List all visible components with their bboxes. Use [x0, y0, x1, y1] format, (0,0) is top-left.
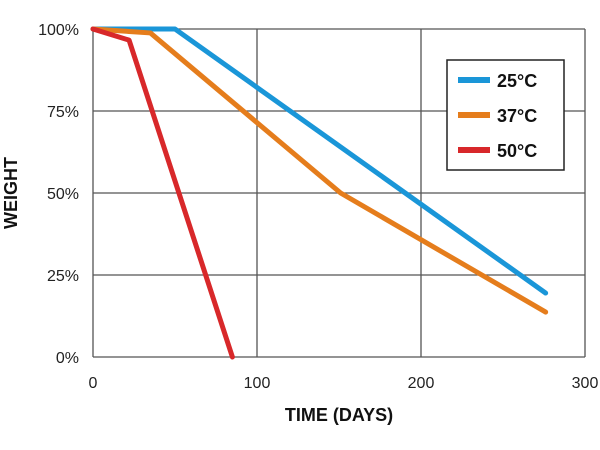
y-tick-label: 100% [38, 22, 79, 39]
y-ticks: 0% 25% 50% 75% 100% [38, 22, 79, 367]
legend-label: 50°C [497, 141, 537, 161]
x-tick-label: 300 [572, 375, 599, 392]
y-tick-label: 0% [56, 350, 79, 367]
series-line-50c [90, 26, 235, 360]
x-ticks: 0 100 200 300 [89, 375, 599, 392]
y-tick-label: 25% [47, 268, 79, 285]
legend-label: 37°C [497, 106, 537, 126]
y-tick-label: 50% [47, 186, 79, 203]
series-line-37c [90, 26, 549, 315]
legend: 25°C 37°C 50°C [446, 59, 565, 171]
legend-label: 25°C [497, 71, 537, 91]
x-tick-label: 100 [244, 375, 271, 392]
y-tick-label: 75% [47, 104, 79, 121]
x-tick-label: 0 [89, 375, 98, 392]
x-tick-label: 200 [408, 375, 435, 392]
series-lines [90, 26, 549, 360]
x-axis-label: TIME (DAYS) [285, 405, 393, 425]
y-axis-label: WEIGHT [1, 157, 21, 229]
